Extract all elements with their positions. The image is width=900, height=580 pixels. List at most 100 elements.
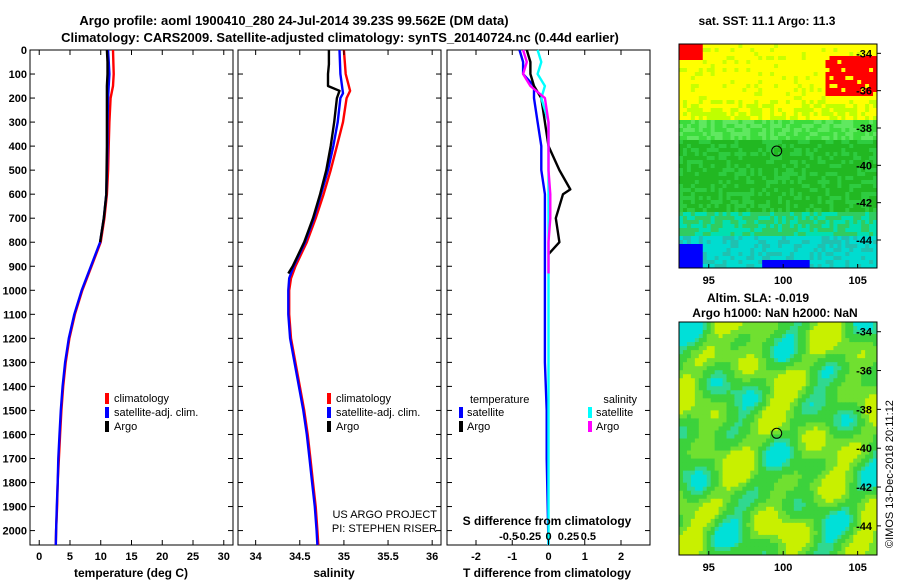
heatmap-cell	[837, 128, 842, 133]
heatmap-cell	[698, 446, 704, 452]
heatmap-cell	[758, 224, 763, 229]
heatmap-cell	[869, 330, 874, 335]
heatmap-cell	[758, 168, 763, 173]
heatmap-cell	[797, 430, 803, 435]
heatmap-cell	[738, 96, 743, 101]
heatmap-cell	[774, 410, 779, 415]
heatmap-cell	[686, 418, 692, 423]
heatmap-cell	[770, 104, 775, 109]
heatmap-cell	[785, 172, 791, 177]
heatmap-cell	[730, 446, 735, 452]
heatmap-cell	[833, 334, 838, 339]
heatmap-cell	[865, 406, 870, 411]
heatmap-cell	[694, 358, 700, 363]
heatmap-cell	[865, 124, 870, 129]
heatmap-cell	[817, 100, 823, 105]
heatmap-cell	[845, 180, 850, 185]
heatmap-cell	[706, 434, 712, 439]
depth-tick-label: 1500	[3, 405, 27, 417]
heatmap-cell	[809, 330, 815, 335]
heatmap-cell	[821, 76, 827, 81]
heatmap-cell	[781, 406, 787, 411]
heatmap-cell	[801, 374, 807, 379]
heatmap-cell	[726, 192, 731, 197]
heatmap-cell	[781, 44, 787, 49]
heatmap-cell	[762, 470, 767, 476]
heatmap-cell	[766, 236, 771, 241]
heatmap-cell	[754, 334, 759, 339]
heatmap-cell	[702, 346, 708, 351]
heatmap-cell	[869, 382, 874, 387]
heatmap-cell	[817, 124, 823, 129]
heatmap-cell	[710, 386, 716, 391]
heatmap-cell	[686, 96, 692, 101]
heatmap-cell	[686, 362, 692, 367]
heatmap-cell	[726, 442, 731, 448]
heatmap-cell	[861, 172, 866, 177]
heatmap-cell	[718, 192, 724, 197]
heatmap-cell	[694, 220, 700, 225]
heatmap-cell	[845, 350, 850, 355]
heatmap-cell	[686, 52, 692, 57]
heatmap-cell	[833, 442, 838, 448]
heatmap-cell	[833, 466, 838, 472]
heatmap-cell	[690, 442, 696, 448]
heatmap-cell	[754, 370, 759, 375]
heatmap-cell	[766, 240, 771, 245]
heatmap-cell	[845, 188, 850, 193]
heatmap-cell	[869, 406, 874, 411]
heatmap-cell	[853, 410, 858, 415]
heatmap-cell	[785, 128, 791, 133]
heatmap-cell	[869, 240, 874, 245]
heatmap-cell	[746, 212, 751, 217]
heatmap-cell	[766, 358, 771, 363]
heatmap-cell	[694, 462, 700, 468]
heatmap-cell	[793, 84, 799, 89]
heatmap-cell	[710, 322, 716, 327]
heatmap-cell	[734, 232, 739, 237]
heatmap-cell	[698, 188, 704, 193]
heatmap-cell	[682, 132, 688, 137]
heatmap-cell	[706, 68, 712, 73]
heatmap-cell	[841, 156, 846, 161]
heatmap-cell	[694, 80, 700, 85]
heatmap-cell	[857, 418, 862, 423]
heatmap-cell	[746, 422, 751, 427]
heatmap-cell	[849, 84, 854, 89]
heatmap-cell	[762, 410, 767, 415]
heatmap-cell	[873, 220, 878, 225]
heatmap-cell	[797, 196, 803, 201]
heatmap-cell	[793, 188, 799, 193]
heatmap-cell	[821, 466, 827, 472]
heatmap-cell	[746, 438, 751, 444]
heatmap-cell	[698, 136, 704, 141]
heatmap-cell	[746, 394, 751, 399]
heatmap-cell	[833, 156, 838, 161]
heatmap-cell	[734, 164, 739, 169]
heatmap-cell	[682, 104, 688, 109]
heatmap-cell	[706, 148, 712, 153]
heatmap-cell	[873, 370, 878, 375]
heatmap-cell	[853, 470, 858, 476]
heatmap-cell	[869, 48, 874, 53]
heatmap-cell	[734, 466, 739, 472]
heatmap-cell	[849, 124, 854, 129]
heatmap-cell	[722, 446, 728, 452]
heatmap-cell	[873, 426, 878, 431]
heatmap-cell	[702, 160, 708, 165]
heatmap-cell	[766, 76, 771, 81]
heatmap-cell	[706, 366, 712, 371]
heatmap-cell	[742, 370, 747, 375]
heatmap-cell	[861, 148, 866, 153]
heatmap-cell	[845, 264, 850, 269]
heatmap-cell	[793, 76, 799, 81]
heatmap-cell	[821, 434, 827, 439]
heatmap-cell	[742, 92, 747, 97]
sst-map-frame	[678, 43, 878, 269]
heatmap-cell	[679, 342, 684, 347]
heatmap-cell	[829, 458, 834, 464]
heatmap-cell	[861, 346, 866, 351]
heatmap-cell	[849, 128, 854, 133]
heatmap-cell	[813, 228, 819, 233]
heatmap-cell	[829, 220, 834, 225]
